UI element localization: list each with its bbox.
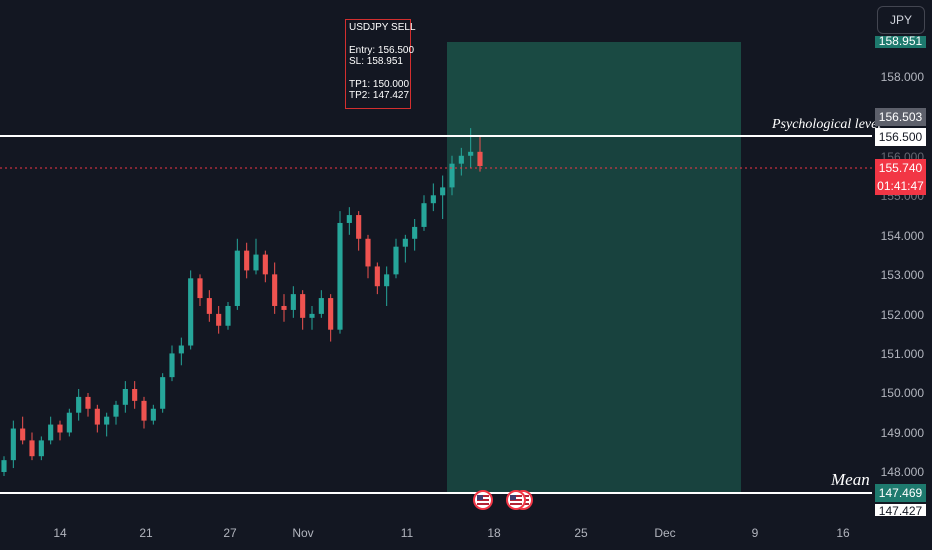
price-tick: 154.000 — [880, 229, 924, 243]
candle-down[interactable] — [262, 254, 268, 275]
time-tick: Nov — [292, 526, 314, 540]
candle-down[interactable] — [281, 305, 287, 310]
candle-up[interactable] — [113, 404, 119, 417]
time-tick: 25 — [574, 526, 588, 540]
candle-down[interactable] — [356, 215, 362, 239]
candle-up[interactable] — [412, 226, 418, 239]
candle-up[interactable] — [48, 424, 54, 441]
time-tick: 18 — [487, 526, 501, 540]
signal-take-profit-1: TP1: 150.000 — [349, 78, 410, 90]
candle-down[interactable] — [272, 274, 278, 306]
candle-up[interactable] — [253, 254, 259, 271]
candle-down[interactable] — [365, 238, 371, 267]
currency-selector-button[interactable]: JPY — [877, 6, 925, 34]
candle-down[interactable] — [374, 266, 380, 287]
candle-down[interactable] — [29, 440, 35, 457]
price-tick: 150.000 — [880, 386, 924, 400]
candle-up[interactable] — [188, 278, 194, 346]
candle-up[interactable] — [290, 294, 296, 310]
candle-up[interactable] — [384, 274, 390, 287]
candle-down[interactable] — [197, 278, 203, 299]
candle-up[interactable] — [337, 222, 343, 330]
candle-down[interactable] — [300, 294, 306, 318]
candle-up[interactable] — [150, 408, 156, 421]
candle-down[interactable] — [85, 396, 91, 409]
candle-up[interactable] — [122, 388, 128, 405]
candle-up[interactable] — [402, 238, 408, 247]
candle-up[interactable] — [66, 412, 72, 433]
price-tick: 148.000 — [880, 465, 924, 479]
candle-down[interactable] — [94, 408, 100, 425]
candle-up[interactable] — [458, 155, 464, 164]
candle-up[interactable] — [1, 460, 7, 473]
candle-up[interactable] — [234, 250, 240, 306]
price-tick: 149.000 — [880, 426, 924, 440]
stop-loss-price-badge: 158.951 — [875, 36, 926, 48]
price-tick: 151.000 — [880, 347, 924, 361]
candle-down[interactable] — [132, 388, 138, 401]
trade-signal-box[interactable]: USDJPY SELL Entry: 156.500 SL: 158.951 T… — [345, 19, 416, 109]
price-tick: 153.000 — [880, 268, 924, 282]
mean-label: Mean — [831, 470, 870, 489]
candle-down[interactable] — [216, 313, 222, 326]
price-tick: 152.000 — [880, 308, 924, 322]
price-tick: 158.000 — [880, 70, 924, 84]
candle-up[interactable] — [393, 246, 399, 275]
time-tick: Dec — [654, 526, 676, 540]
candle-down[interactable] — [206, 298, 212, 314]
candle-up[interactable] — [76, 396, 82, 413]
time-tick: 16 — [836, 526, 850, 540]
candle-up[interactable] — [160, 377, 166, 409]
candle-up[interactable] — [225, 305, 231, 326]
psychological-level-label: Psychological level — [772, 117, 882, 132]
us-flag-icon[interactable] — [473, 490, 493, 510]
candles-group — [1, 128, 483, 476]
candle-up[interactable] — [169, 353, 175, 378]
time-tick: 9 — [751, 526, 759, 540]
candle-down[interactable] — [244, 250, 250, 271]
event-markers[interactable] — [473, 490, 533, 510]
price-badge-156-503: 156.503 — [875, 108, 926, 126]
take-profit-2-price-badge: 147.427 — [875, 504, 926, 516]
candle-down[interactable] — [20, 428, 26, 441]
time-tick: 27 — [223, 526, 237, 540]
candle-up[interactable] — [309, 313, 315, 318]
candle-up[interactable] — [178, 345, 184, 354]
time-tick: 11 — [400, 526, 414, 540]
candle-up[interactable] — [421, 203, 427, 227]
take-profit-zone-top — [447, 42, 741, 136]
candle-up[interactable] — [318, 298, 324, 314]
signal-take-profit-2: TP2: 147.427 — [349, 90, 410, 101]
signal-title: USDJPY SELL — [349, 22, 416, 33]
candle-down[interactable] — [57, 424, 63, 433]
candle-up[interactable] — [38, 440, 44, 457]
signal-stop-loss: SL: 158.951 — [349, 56, 403, 67]
candle-countdown-badge: 01:41:47 — [875, 177, 926, 195]
time-tick: 21 — [139, 526, 153, 540]
candle-up[interactable] — [449, 163, 455, 188]
psychological-level-price-badge: 156.500 — [875, 128, 926, 146]
candle-down[interactable] — [477, 151, 483, 167]
signal-entry: Entry: 156.500 — [349, 44, 415, 56]
candle-up[interactable] — [346, 215, 352, 223]
time-tick: 14 — [53, 526, 67, 540]
candle-up[interactable] — [104, 416, 110, 425]
candle-down[interactable] — [141, 400, 147, 421]
candle-up[interactable] — [468, 151, 474, 156]
candle-up[interactable] — [10, 428, 16, 461]
us-flag-icon[interactable] — [506, 490, 526, 510]
candle-up[interactable] — [440, 187, 446, 196]
candle-down[interactable] — [328, 298, 334, 330]
candle-up[interactable] — [430, 195, 436, 204]
mean-price-badge: 147.469 — [875, 484, 926, 502]
current-price-badge: 155.740 — [875, 159, 926, 177]
